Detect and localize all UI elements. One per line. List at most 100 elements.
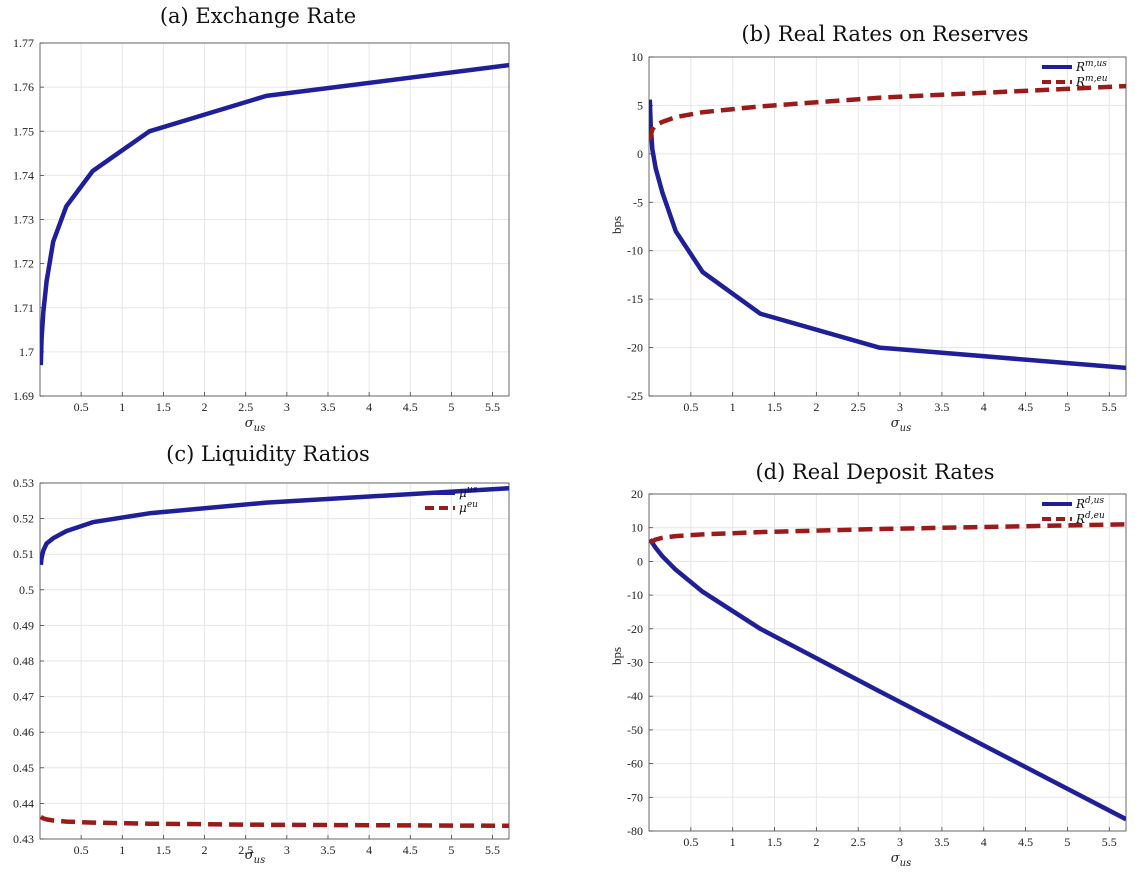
x-tick-label: 2.5 (851, 400, 866, 414)
panel-real-deposit-rates: (d) Real Deposit Rates 0.5 1 1.5 2 2.5 3 3.5 4 4… (565, 436, 1135, 872)
series-line-0 (40, 62, 509, 366)
legend-entry: μus (459, 485, 478, 500)
chart-real-rates-reserves: 0.5 1 1.5 2 2.5 3 3.5 4 4.5 5 5.5 -25 -20 -15 -10 -5 0 5 1… (609, 50, 1127, 434)
series-line-1 (649, 522, 1126, 545)
y-tick-label: 1.72 (13, 257, 34, 271)
y-tick-label: 0.5 (19, 583, 34, 597)
chart-exchange-rate: 0.5 1 1.5 2 2.5 3 3.5 4 4.5 5 5.5 1.69 1.7 1.71 1.72 1.… (13, 36, 510, 434)
x-tick-label: 4.5 (1018, 400, 1033, 414)
x-tick-label: 1.5 (156, 843, 171, 857)
y-tick-label: 0.47 (13, 690, 34, 704)
chart-title: (d) Real Deposit Rates (755, 460, 995, 484)
x-tick-label: 3.5 (934, 835, 949, 849)
x-tick-label: 0.5 (683, 400, 698, 414)
x-tick-label: 4 (366, 400, 372, 414)
series-line-0 (649, 538, 1126, 822)
x-tick-label: 5.5 (485, 400, 500, 414)
x-tick-label: 4 (981, 835, 987, 849)
y-axis-label: bps (609, 647, 624, 665)
x-tick-label: 3.5 (320, 400, 335, 414)
x-tick-label: 4 (981, 400, 987, 414)
x-tick-label: 3.5 (320, 843, 335, 857)
y-tick-label: 0.43 (13, 832, 34, 846)
grid (649, 56, 1126, 397)
panel-exchange-rate: (a) Exchange Rate 0.5 1 1.5 2 2.5 3 3.5 4 4.5 5 5.… (0, 0, 565, 436)
x-tick-label: 3 (897, 400, 903, 414)
x-tick-label: 2 (813, 835, 819, 849)
x-tick-label: 1 (730, 835, 736, 849)
x-axis-label: σus (245, 416, 265, 434)
x-tick-label: 2 (202, 400, 208, 414)
y-tick-label: 0.48 (13, 654, 34, 668)
x-tick-label: 5.5 (1102, 400, 1117, 414)
y-tick-label: 0.52 (13, 512, 34, 526)
x-tick-label: 5.5 (485, 843, 500, 857)
y-tick-label: 0.45 (13, 761, 34, 775)
y-tick-label: -10 (627, 244, 643, 258)
y-tick-label: 0.44 (13, 796, 34, 810)
y-tick-label: -70 (627, 790, 643, 804)
x-tick-label: 3 (284, 843, 290, 857)
x-tick-label: 4 (366, 843, 372, 857)
x-axis-label: σus (891, 851, 911, 869)
y-tick-label: 0.53 (13, 476, 34, 490)
y-tick-label: 0 (637, 554, 643, 568)
y-tick-label: -20 (627, 341, 643, 355)
grid (40, 482, 509, 840)
y-tick-label: 1.69 (13, 389, 34, 403)
y-tick-label: 1.77 (13, 36, 34, 50)
x-tick-label: 2.5 (238, 843, 253, 857)
series-line-0 (40, 486, 509, 566)
chart-title: (c) Liquidity Ratios (166, 442, 370, 466)
x-tick-label: 2 (202, 843, 208, 857)
y-tick-label: -15 (627, 292, 643, 306)
panel-real-rates-reserves: (b) Real Rates on Reserves 0.5 1 1.5 2 2.5 3 3… (565, 0, 1135, 436)
x-tick-label: 1 (119, 400, 125, 414)
y-tick-label: 1.73 (13, 213, 34, 227)
y-tick-label: -25 (627, 389, 643, 403)
chart-real-deposit-rates: 0.5 1 1.5 2 2.5 3 3.5 4 4.5 5 5.5 -80 -70 -60 -50 -40 -3… (609, 487, 1127, 869)
y-axis-label: bps (609, 216, 624, 234)
y-tick-label: 1.74 (13, 168, 34, 182)
legend-entry: Rd,us (1075, 496, 1104, 511)
x-tick-label: 5 (1064, 835, 1070, 849)
chart-title: (b) Real Rates on Reserves (741, 22, 1029, 46)
x-tick-label: 5.5 (1102, 835, 1117, 849)
x-tick-label: 2.5 (851, 835, 866, 849)
y-tick-label: 10 (631, 50, 643, 64)
x-axis-label: σus (891, 416, 911, 434)
y-tick-label: -40 (627, 689, 643, 703)
x-tick-label: 5 (448, 843, 454, 857)
x-tick-label: 3 (284, 400, 290, 414)
chart-liquidity-ratios: 0.5 1 1.5 2 2.5 3 3.5 4 4.5 5 5.50.430.440.450.460… (13, 476, 510, 866)
x-tick-label: 1 (730, 400, 736, 414)
legend-entry: Rd,eu (1075, 511, 1105, 526)
y-tick-label: 1.7 (19, 345, 34, 359)
series-line-1 (40, 814, 509, 829)
x-tick-label: 4.5 (403, 400, 418, 414)
y-tick-label: 0.49 (13, 618, 34, 632)
y-tick-label: 5 (637, 98, 643, 112)
y-tick-label: -20 (627, 622, 643, 636)
x-tick-label: 4.5 (403, 843, 418, 857)
x-tick-label: 1 (119, 843, 125, 857)
y-tick-label: -80 (627, 824, 643, 838)
y-tick-label: 1.75 (13, 124, 34, 138)
y-tick-label: -5 (633, 195, 643, 209)
y-tick-label: -60 (627, 757, 643, 771)
panel-liquidity-ratios: (c) Liquidity Ratios 0.5 1 1.5 2 2.5 3 3.5 4 4.5… (0, 436, 565, 872)
y-tick-label: 20 (631, 487, 643, 501)
y-tick-label: -10 (627, 588, 643, 602)
x-tick-label: 3 (897, 835, 903, 849)
y-tick-label: 0.46 (13, 725, 34, 739)
x-tick-label: 0.5 (74, 843, 89, 857)
x-tick-label: 1.5 (767, 400, 782, 414)
legend-entry: Rm,eu (1075, 74, 1108, 89)
y-tick-label: 0.51 (13, 547, 34, 561)
series-line-0 (649, 99, 1126, 371)
legend-entry: Rm,us (1075, 59, 1107, 74)
x-tick-label: 1.5 (156, 400, 171, 414)
